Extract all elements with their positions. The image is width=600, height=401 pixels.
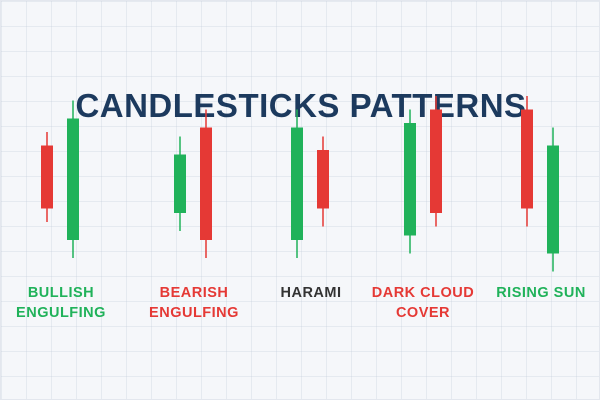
pattern-label-bearish-engulfing: BEARISH ENGULFING (149, 285, 239, 321)
pattern-label-dark-cloud-cover: DARK CLOUD COVER (371, 285, 475, 321)
candle-body-bullish-engulfing-2 (67, 118, 79, 240)
candle-body-dark-cloud-cover-1 (404, 123, 416, 236)
pattern-label-bullish-engulfing: BULLISH ENGULFING (16, 285, 106, 321)
candle-body-harami-1 (291, 127, 303, 240)
candle-body-rising-sun-1 (521, 109, 533, 209)
pattern-label-harami: HARAMI (280, 285, 342, 301)
candle-body-harami-2 (317, 150, 329, 209)
page-title: CANDLESTICKS PATTERNS (75, 87, 527, 124)
candle-body-rising-sun-2 (547, 145, 559, 254)
pattern-label-rising-sun: RISING SUN (496, 285, 586, 301)
candle-body-dark-cloud-cover-2 (430, 109, 442, 213)
candle-body-bearish-engulfing-1 (174, 154, 186, 213)
candle-body-bearish-engulfing-2 (200, 127, 212, 240)
candle-body-bullish-engulfing-1 (41, 145, 53, 209)
